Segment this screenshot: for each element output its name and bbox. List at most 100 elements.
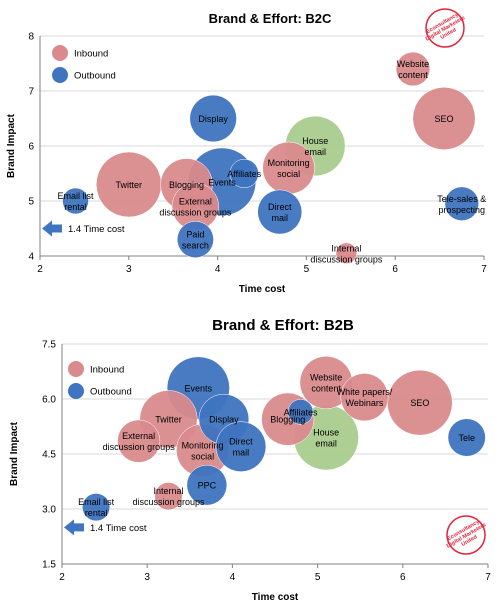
bubble-label: Direct mail (229, 437, 253, 458)
bubble-label: Twitter (116, 180, 143, 190)
chart-title: Brand & Effort: B2C (209, 11, 332, 26)
x-axis-label: Time cost (239, 284, 286, 295)
legend-label: Outbound (74, 71, 116, 82)
bubble-label-line: Twitter (116, 180, 143, 190)
y-tick-label: 6.0 (42, 395, 56, 406)
bubble-label: Email list rental (58, 191, 95, 212)
bubble-label: Direct mail (268, 202, 292, 223)
x-tick-label: 2 (37, 264, 43, 275)
bubble-label-line: search (182, 241, 209, 251)
x-tick-label: 4 (215, 264, 221, 275)
bubble-label-line: mail (272, 213, 289, 223)
bubble (340, 373, 389, 422)
bubble (62, 187, 89, 215)
bubble-label-line: Email list (78, 497, 115, 507)
chart-title: Brand & Effort: B2B (212, 317, 354, 334)
bubble-label: White papers/Webinars (337, 387, 393, 408)
y-tick-label: 4 (28, 252, 34, 263)
bubble-label-line: Internal (153, 486, 183, 496)
bubble-label-line: Paid (186, 230, 204, 240)
bubble-label: Twitter (155, 415, 182, 425)
bubble-label-line: External (122, 431, 155, 441)
bubble (154, 482, 183, 511)
bubble-label-line: Display (209, 415, 239, 425)
bubble-label-line: Monitoring (182, 440, 224, 450)
x-tick-label: 3 (144, 572, 150, 583)
y-axis-label: Brand Impact (6, 113, 17, 178)
econsultancy-logo: EconsultancyDigital MarketersUnited (446, 515, 487, 555)
y-tick-label: 7.5 (42, 340, 56, 351)
bubble (395, 51, 431, 87)
y-tick-label: 8 (28, 32, 34, 43)
bubble-label-line: content (311, 384, 341, 394)
bubble-label: Website content (310, 373, 342, 394)
legend-marker (52, 67, 68, 83)
bubble-label-line: SEO (410, 398, 429, 408)
legend-label: Inbound (74, 49, 108, 60)
bubble-label-line: social (277, 169, 300, 179)
bubble-label-line: email (315, 439, 337, 449)
bubble-label: PPC (198, 481, 217, 491)
bubble-label-line: email (305, 147, 327, 157)
bubble-label-line: Website (310, 373, 342, 383)
bubble-label-line: Internal (331, 243, 361, 253)
bubble-label: External discussion groups (159, 197, 232, 218)
left-arrow-icon (64, 519, 84, 536)
bubble-label: Tele-sales & prospecting (437, 194, 486, 215)
bubble (176, 221, 214, 258)
bubble-label-line: Events (208, 177, 236, 187)
bubble-label-line: discussion groups (159, 208, 232, 218)
bubble-label-line: Blogging (169, 180, 204, 190)
x-tick-label: 7 (485, 572, 491, 583)
bubble-label-line: Affiliates (227, 169, 261, 179)
y-tick-label: 5 (28, 197, 34, 208)
y-tick-label: 3.0 (42, 505, 56, 516)
bubble-label-line: discussion groups (310, 254, 383, 264)
y-axis-label: Brand Impact (9, 421, 20, 486)
legend-marker (68, 383, 84, 399)
bubble-label-line: Direct (268, 202, 292, 212)
bubble-label-line: White papers/ (337, 387, 393, 397)
bubble-label: House email (302, 136, 328, 157)
logo-ring (425, 8, 465, 48)
bubble-label: Blogging (169, 180, 204, 190)
x-tick-label: 6 (400, 572, 406, 583)
bubble-label-line: Website (397, 59, 429, 69)
y-tick-label: 7 (28, 87, 34, 98)
bubble-label-line: discussion groups (132, 497, 205, 507)
bubble-label-line: Monitoring (268, 158, 310, 168)
bubble (444, 186, 479, 221)
bubble-label: Events (208, 177, 236, 187)
bubble (189, 94, 237, 143)
bubble-label: Display (198, 114, 228, 124)
bubble-label: Events (185, 384, 213, 394)
legend-label: Inbound (90, 365, 124, 376)
bubble-label: External discussion groups (103, 431, 176, 452)
bubble (447, 418, 486, 457)
bubble-label: Display (209, 415, 239, 425)
bubble-label-line: discussion groups (103, 442, 176, 452)
bubble (186, 464, 228, 506)
bubble-label-line: SEO (435, 114, 454, 124)
bubble (335, 242, 358, 264)
bubble-label: Affiliates (227, 169, 261, 179)
bubble-label-line: social (191, 451, 214, 461)
bubble (82, 493, 111, 522)
logo-ring (446, 515, 486, 555)
bubble-label: Internal discussion groups (310, 243, 383, 264)
left-arrow-icon (42, 220, 62, 237)
y-tick-label: 4.5 (42, 450, 56, 461)
x-tick-label: 5 (315, 572, 321, 583)
bubble-label: Internal discussion groups (132, 486, 205, 507)
bubble-label-line: Twitter (155, 415, 182, 425)
bubble-label-line: House (302, 136, 328, 146)
x-tick-label: 3 (126, 264, 132, 275)
bubble-label-line: mail (233, 448, 250, 458)
bubble-label-line: Email list (58, 191, 95, 201)
bubble (257, 189, 303, 235)
x-tick-label: 4 (230, 572, 236, 583)
x-tick-label: 6 (392, 264, 398, 275)
bubble (229, 158, 259, 189)
bubble-label-line: Blogging (270, 415, 305, 425)
bubble-label: Blogging (270, 415, 305, 425)
